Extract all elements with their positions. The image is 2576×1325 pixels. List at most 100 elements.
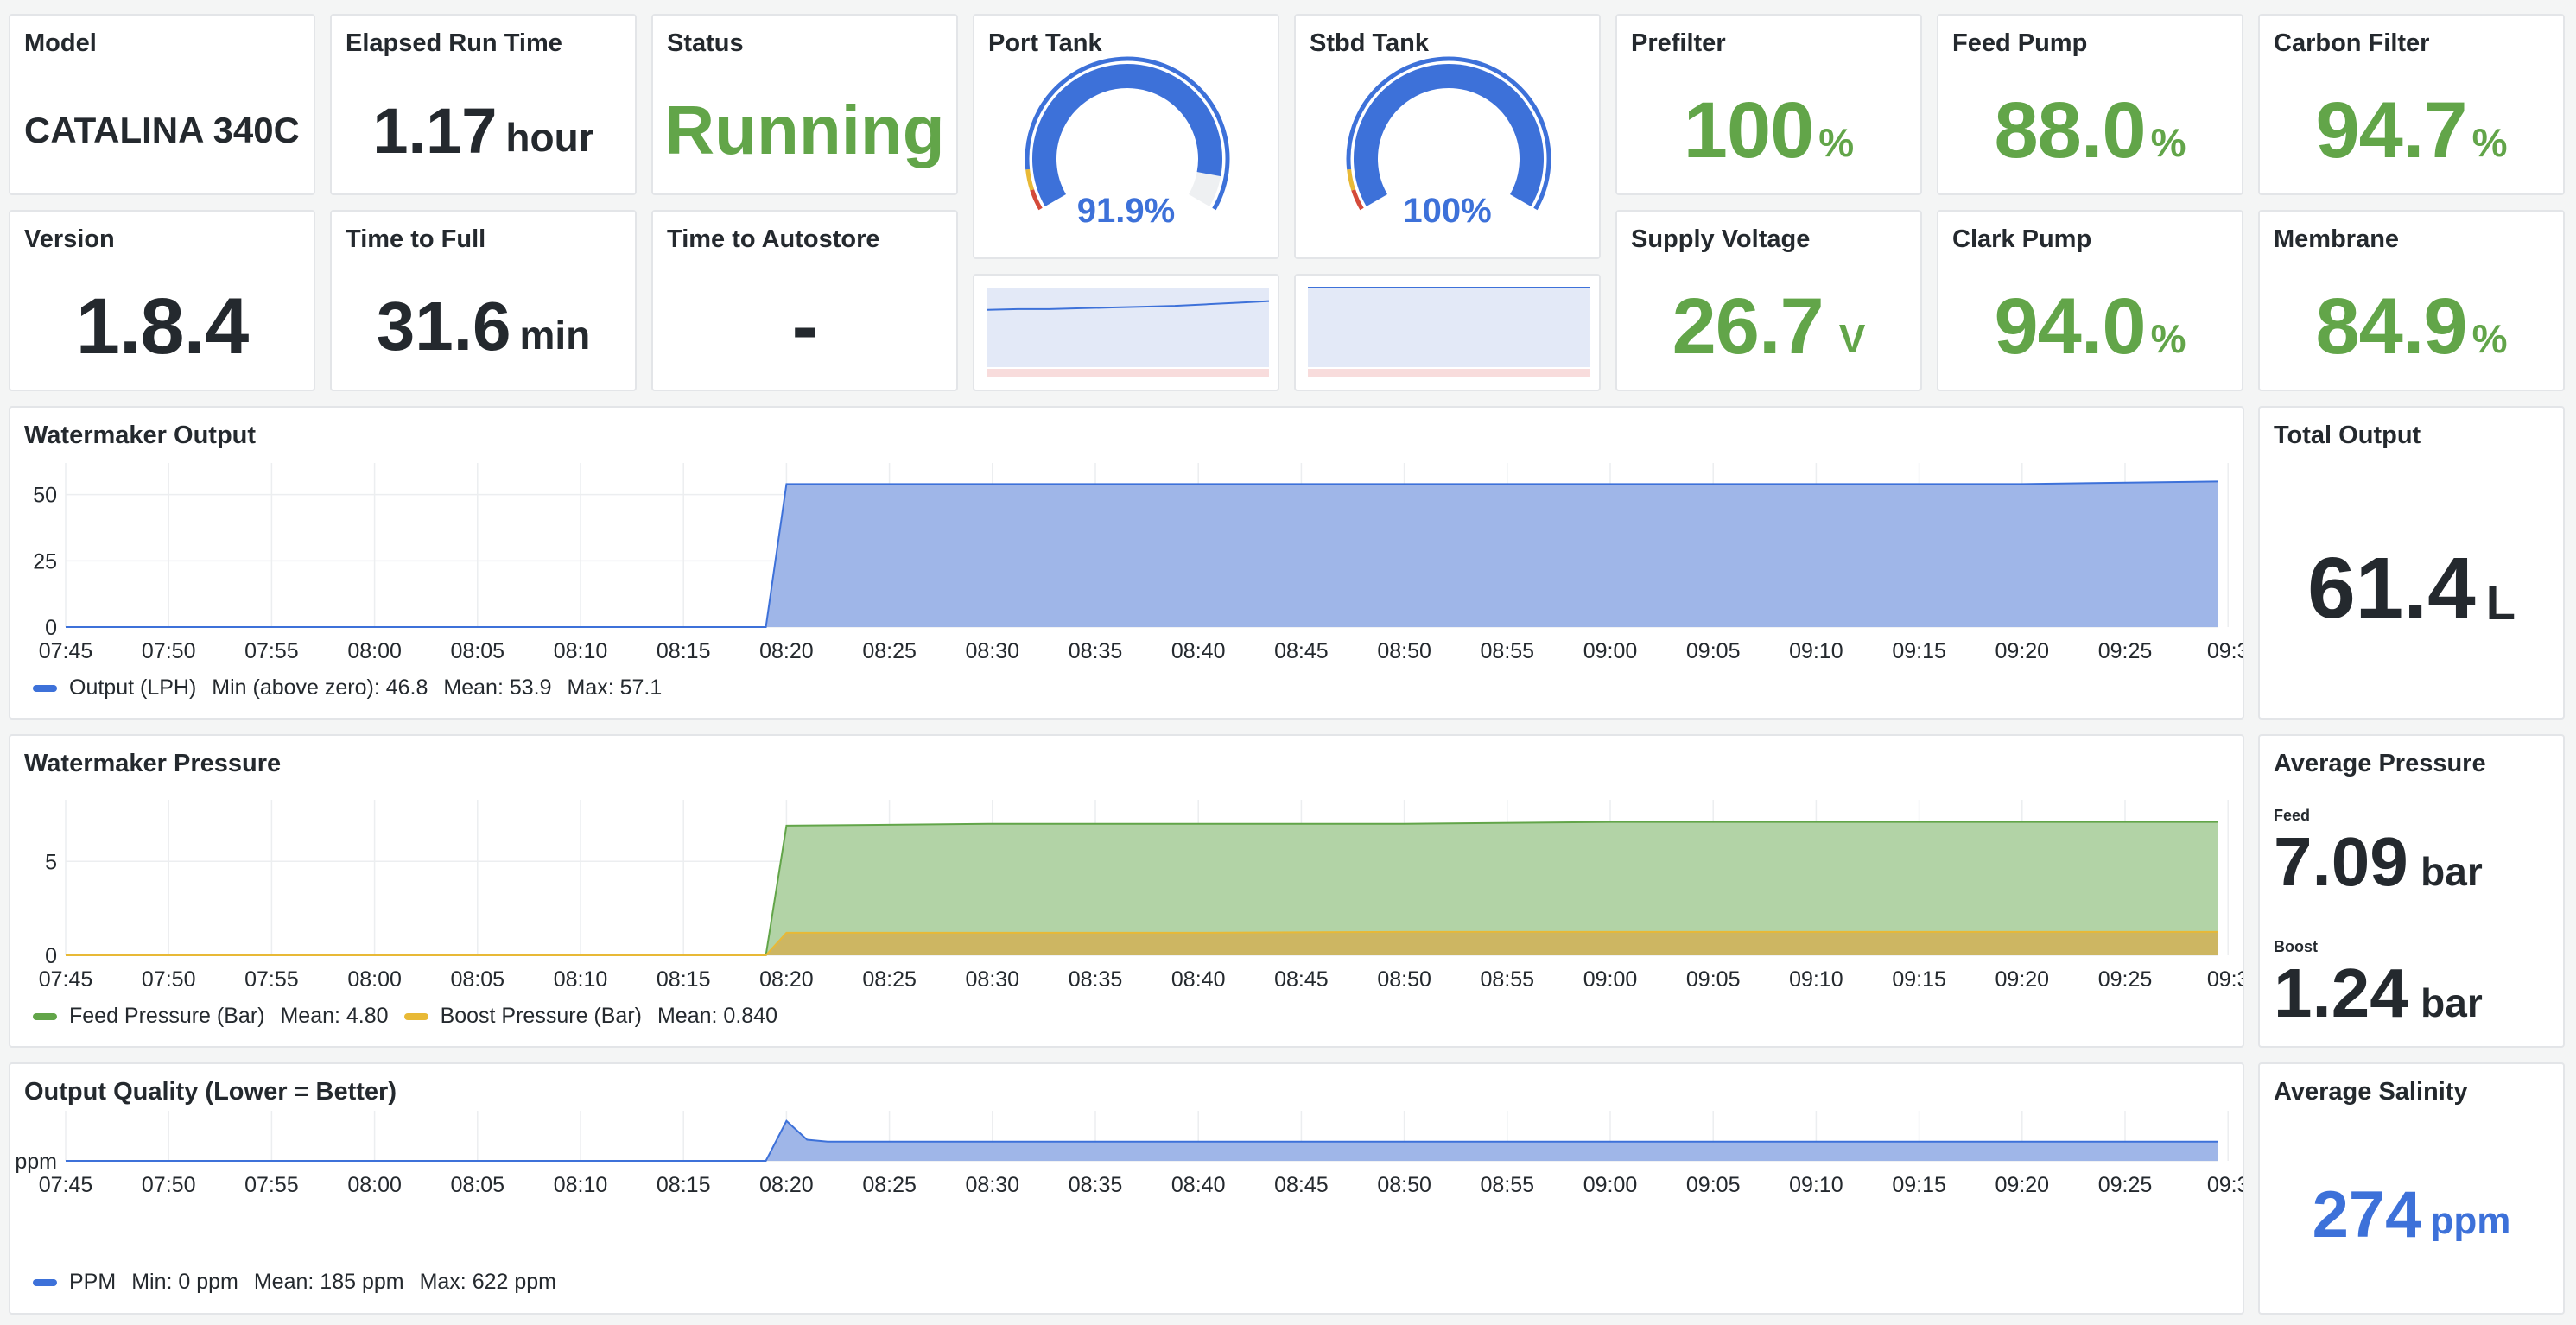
stat-value: 94.7 %: [2315, 86, 2508, 174]
y-tick-label: 0: [45, 616, 57, 640]
panel-title: Membrane: [2274, 225, 2400, 253]
version-panel[interactable]: Version 1.8.4: [9, 210, 315, 391]
x-tick-label: 09:3: [2207, 967, 2244, 992]
stat-value: 84.9 %: [2315, 282, 2508, 371]
x-tick-label: 09:25: [2098, 1173, 2153, 1197]
x-tick-label: 08:55: [1481, 639, 1535, 663]
legend-series-feed[interactable]: Feed Pressure (Bar): [69, 1004, 265, 1028]
output-quality-panel[interactable]: Output Quality (Lower = Better) 07:45 07:…: [9, 1062, 2244, 1315]
stat-value: 1.17 hour: [372, 94, 594, 167]
series-line: [66, 930, 2218, 956]
x-tick-label: 08:20: [759, 1173, 814, 1197]
output-legend: Output (LPH) Min (above zero): 46.8 Mean…: [33, 675, 677, 701]
panel-title: Model: [24, 29, 97, 57]
gauge-value-arc: [1354, 64, 1544, 206]
carbon-filter-panel[interactable]: Carbon Filter 94.7 %: [2258, 14, 2565, 195]
x-tick-label: 09:3: [2207, 639, 2244, 663]
x-tick-label: 07:45: [39, 967, 93, 992]
x-tick-label: 08:50: [1377, 967, 1431, 992]
stbd-tank-history-panel[interactable]: [1294, 274, 1601, 391]
supply-voltage-panel[interactable]: Supply Voltage 26.7 V: [1615, 210, 1922, 391]
legend-mean: Mean: 53.9: [443, 675, 552, 700]
x-tick-label: 09:15: [1892, 967, 1946, 992]
pressure-legend: Feed Pressure (Bar) Mean: 4.80 Boost Pre…: [33, 1004, 793, 1029]
panel-title: Watermaker Output: [24, 422, 257, 449]
x-tick-label: 08:30: [966, 1173, 1020, 1197]
x-tick-label: 08:45: [1274, 1173, 1329, 1197]
x-tick-label: 09:10: [1789, 639, 1843, 663]
x-tick-label: 09:00: [1583, 639, 1638, 663]
legend-swatch: [403, 1012, 428, 1020]
x-tick-label: 07:50: [142, 639, 196, 663]
legend-max: Max: 622 ppm: [419, 1270, 556, 1294]
x-tick-label: 08:30: [966, 639, 1020, 663]
x-tick-label: 09:00: [1583, 967, 1638, 992]
series-area: [66, 821, 2218, 955]
x-tick-label: 07:55: [244, 967, 299, 992]
panel-title: Prefilter: [1631, 29, 1726, 57]
x-tick-label: 09:15: [1892, 639, 1946, 663]
clark-pump-panel[interactable]: Clark Pump 94.0 %: [1937, 210, 2243, 391]
gauge-threshold-yellow: [1025, 168, 1035, 191]
time-to-autostore-panel[interactable]: Time to Autostore -: [651, 210, 958, 391]
x-tick-label: 08:55: [1481, 967, 1535, 992]
legend-series-ppm[interactable]: PPM: [69, 1270, 117, 1294]
average-pressure-panel[interactable]: Average Pressure Feed 7.09 bar Boost 1.2…: [2258, 734, 2565, 1048]
legend-series-boost[interactable]: Boost Pressure (Bar): [440, 1004, 642, 1028]
gauge-threshold-red: [1351, 189, 1364, 211]
status-panel[interactable]: Status Running: [651, 14, 958, 195]
sparkline-line: [986, 300, 1270, 311]
gauge-threshold-yellow: [1347, 168, 1356, 191]
elapsed-run-time-panel[interactable]: Elapsed Run Time 1.17 hour: [330, 14, 637, 195]
average-salinity-panel[interactable]: Average Salinity 274 ppm: [2258, 1062, 2565, 1315]
y-tick-label: 50: [33, 484, 57, 508]
membrane-panel[interactable]: Membrane 84.9 %: [2258, 210, 2565, 391]
x-tick-label: 09:10: [1789, 967, 1843, 992]
panel-title: Feed Pump: [1952, 29, 2088, 57]
x-tick-label: 07:45: [39, 639, 93, 663]
port-tank-history-panel[interactable]: [973, 274, 1279, 391]
sparkline-low-band: [987, 369, 1269, 377]
x-tick-label: 09:05: [1686, 639, 1741, 663]
x-tick-label: 08:40: [1171, 1173, 1226, 1197]
x-tick-label: 09:10: [1789, 1173, 1843, 1197]
x-tick-label: 09:3: [2207, 1173, 2244, 1197]
watermaker-pressure-panel[interactable]: Watermaker Pressure 07:45 07:50 07:55 08:00…: [9, 734, 2244, 1048]
time-to-full-panel[interactable]: Time to Full 31.6 min: [330, 210, 637, 391]
legend-series-output[interactable]: Output (LPH): [69, 675, 197, 700]
total-output-panel[interactable]: Total Output 61.4 L: [2258, 406, 2565, 720]
x-tick-label: 09:25: [2098, 967, 2153, 992]
stbd-tank-panel[interactable]: Stbd Tank 100%: [1294, 14, 1601, 259]
x-tick-label: 08:10: [554, 639, 608, 663]
x-tick-label: 08:55: [1481, 1173, 1535, 1197]
panel-title: Output Quality (Lower = Better): [24, 1078, 397, 1106]
y-tick-label: 0: [45, 944, 57, 968]
feed-pump-panel[interactable]: Feed Pump 88.0 %: [1937, 14, 2243, 195]
x-tick-label: 08:00: [347, 639, 402, 663]
panel-title: Elapsed Run Time: [346, 29, 562, 57]
stat-value: 100 %: [1683, 86, 1855, 174]
watermaker-output-panel[interactable]: Watermaker Output 07:45 07:50 07:55 08:00 08…: [9, 406, 2244, 720]
x-tick-label: 08:10: [554, 967, 608, 992]
x-tick-label: 08:15: [657, 1173, 711, 1197]
x-tick-label: 08:20: [759, 967, 814, 992]
series-area: [66, 1120, 2218, 1161]
output-chart: 07:45 07:50 07:55 08:00 08:05 08:10 08:15 08:20…: [33, 463, 2244, 663]
x-tick-label: 09:05: [1686, 1173, 1741, 1197]
panel-title: Clark Pump: [1952, 225, 2092, 253]
pressure-chart: 07:45 07:50 07:55 08:00 08:05 08:10 08:15 08:20…: [39, 800, 2244, 992]
panel-title: Time to Full: [346, 225, 486, 253]
model-panel[interactable]: Model CATALINA 340C: [9, 14, 315, 195]
series-area: [66, 481, 2218, 627]
quality-chart: 07:45 07:50 07:55 08:00 08:05 08:10 08:15 08:20…: [10, 1111, 2244, 1197]
port-tank-panel[interactable]: Port Tank 91.9%: [973, 14, 1279, 259]
stat-value: -: [791, 282, 819, 371]
boost-stat: 1.24 bar: [2274, 954, 2483, 1031]
gauge-threshold-blue: [1346, 56, 1551, 211]
y-tick-label: 0 ppm: [10, 1150, 57, 1174]
prefilter-panel[interactable]: Prefilter 100 %: [1615, 14, 1922, 195]
panel-title: Supply Voltage: [1631, 225, 1811, 253]
x-tick-label: 08:05: [451, 1173, 505, 1197]
panel-title: Port Tank: [988, 29, 1102, 57]
legend-max: Max: 57.1: [567, 675, 663, 700]
